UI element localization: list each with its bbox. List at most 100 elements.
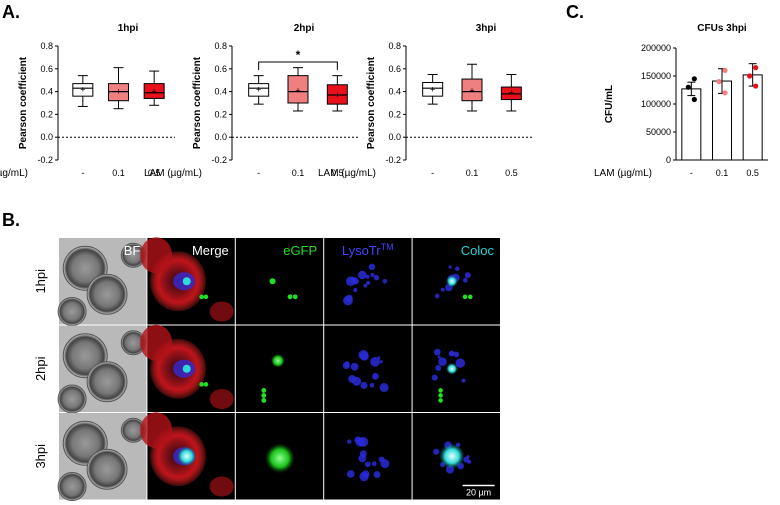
bf-cell	[86, 273, 128, 315]
chart-1hpi: 1hpi -0.2 0.0 0.2 0.4 0.6 0.8 Pearson coefficie…	[0, 23, 175, 179]
coloc-bacteria	[438, 393, 443, 398]
lyso-spot	[343, 295, 353, 306]
row-label: 1hpi	[33, 269, 48, 294]
y-tick-label: 0.8	[40, 41, 53, 51]
micro-tile: Coloc	[412, 238, 500, 325]
merge-coloc-spot	[182, 364, 191, 373]
coloc-spot	[438, 443, 465, 470]
merge-bacteria	[203, 382, 209, 387]
x-category-label: -	[431, 168, 434, 178]
box-iqr	[248, 83, 270, 97]
lyso-spot	[346, 470, 355, 478]
lyso-spot	[370, 272, 375, 277]
y-tick-label: 200000	[641, 43, 671, 53]
merge-coloc-spot	[182, 277, 191, 286]
x-category-label: 0.5	[746, 168, 759, 178]
y-tick-label: 0.8	[388, 41, 401, 51]
y-tick-label: 150000	[641, 71, 671, 81]
box-mean-marker: +	[509, 88, 514, 98]
coloc-lyso-spot	[433, 448, 440, 455]
lyso-spot	[373, 471, 381, 478]
coloc-lyso-spot	[438, 357, 447, 366]
box-mean-marker: +	[116, 87, 121, 97]
coloc-lyso-spot	[453, 351, 460, 358]
coloc-spot	[445, 362, 458, 375]
channel-label: Coloc	[461, 243, 495, 258]
panel-label-a: A.	[2, 2, 20, 22]
merge-coloc-spot	[176, 446, 197, 467]
tile-background	[324, 325, 412, 412]
micro-tile: LysoTrTM	[324, 238, 412, 325]
lyso-spot	[372, 372, 379, 380]
channel-label: eGFP	[283, 243, 317, 258]
micro-tile	[57, 413, 147, 502]
panel-label-c: C.	[566, 2, 584, 22]
box-mean-marker: +	[256, 84, 261, 94]
lyso-spot	[373, 274, 380, 281]
box-mean-marker: +	[295, 85, 300, 95]
lyso-spot	[358, 436, 369, 447]
bf-cell	[86, 448, 128, 490]
micro-tile	[324, 325, 412, 412]
coloc-lyso-spot	[464, 272, 471, 279]
coloc-lyso-spot	[433, 348, 441, 356]
box-mean-marker: +	[430, 84, 435, 94]
data-point	[753, 83, 759, 89]
egfp-spot	[269, 278, 276, 285]
x-category-label: 0.5	[148, 168, 161, 178]
x-category-label: 0.1	[112, 168, 125, 178]
x-category-label: 0.5	[505, 168, 518, 178]
significance-label: *	[296, 48, 301, 62]
data-point	[747, 73, 753, 79]
panel-label-b: B.	[2, 210, 20, 230]
lam-axis-label: LAM (µg/mL)	[0, 168, 28, 179]
coloc-lyso-spot	[463, 277, 468, 283]
chart-title: 2hpi	[294, 23, 315, 34]
y-axis-label: CFU/mL	[604, 85, 615, 123]
y-axis-label: Pearson coefficient	[366, 56, 377, 149]
egfp-bacteria	[261, 388, 267, 393]
data-point	[722, 67, 728, 73]
data-point	[716, 79, 722, 85]
lyso-spot	[359, 471, 369, 482]
y-tick-label: 0.6	[388, 64, 401, 74]
lyso-spot	[358, 454, 367, 463]
box-mean-marker: +	[335, 90, 340, 100]
y-tick-label: -0.2	[37, 155, 53, 165]
coloc-lyso-spot	[435, 365, 442, 371]
merge-cell	[140, 324, 173, 361]
lyso-spot	[363, 283, 368, 288]
y-tick-label: 0.6	[214, 64, 227, 74]
row-label: 3hpi	[33, 444, 48, 469]
micro-tile	[412, 325, 500, 412]
chart-3hpi: 3hpi -0.2 0.0 0.2 0.4 0.6 0.8 Pearson coefficie…	[318, 23, 534, 179]
merge-cell	[209, 476, 234, 497]
lyso-spot	[380, 459, 390, 469]
lyso-spot	[342, 361, 350, 370]
micro-tile	[140, 324, 235, 412]
bf-cell	[57, 297, 87, 327]
lyso-spot	[365, 274, 370, 279]
bf-cell	[86, 361, 128, 403]
box-iqr	[72, 83, 94, 97]
tile-background	[235, 325, 324, 412]
bf-cell	[57, 384, 87, 414]
data-point	[722, 90, 728, 96]
coloc-lyso-spot	[434, 293, 440, 299]
merge-bacteria	[203, 294, 209, 300]
y-tick-label: 0.0	[40, 132, 53, 142]
micro-tile	[324, 413, 412, 500]
box-mean-marker: +	[152, 87, 157, 97]
micro-tile	[140, 412, 235, 500]
coloc-lyso-spot	[454, 266, 460, 271]
y-axis-label: Pearson coefficient	[192, 56, 203, 149]
lam-axis-label: LAM (µg/mL)	[144, 168, 202, 179]
merge-cell	[209, 389, 234, 410]
data-point	[753, 65, 759, 71]
x-category-label: -	[257, 168, 260, 178]
lyso-spot	[365, 280, 371, 286]
y-tick-label: 0.0	[214, 132, 227, 142]
x-category-label: 0.1	[466, 168, 479, 178]
coloc-bacteria	[467, 294, 473, 300]
y-tick-label: -0.2	[211, 155, 227, 165]
